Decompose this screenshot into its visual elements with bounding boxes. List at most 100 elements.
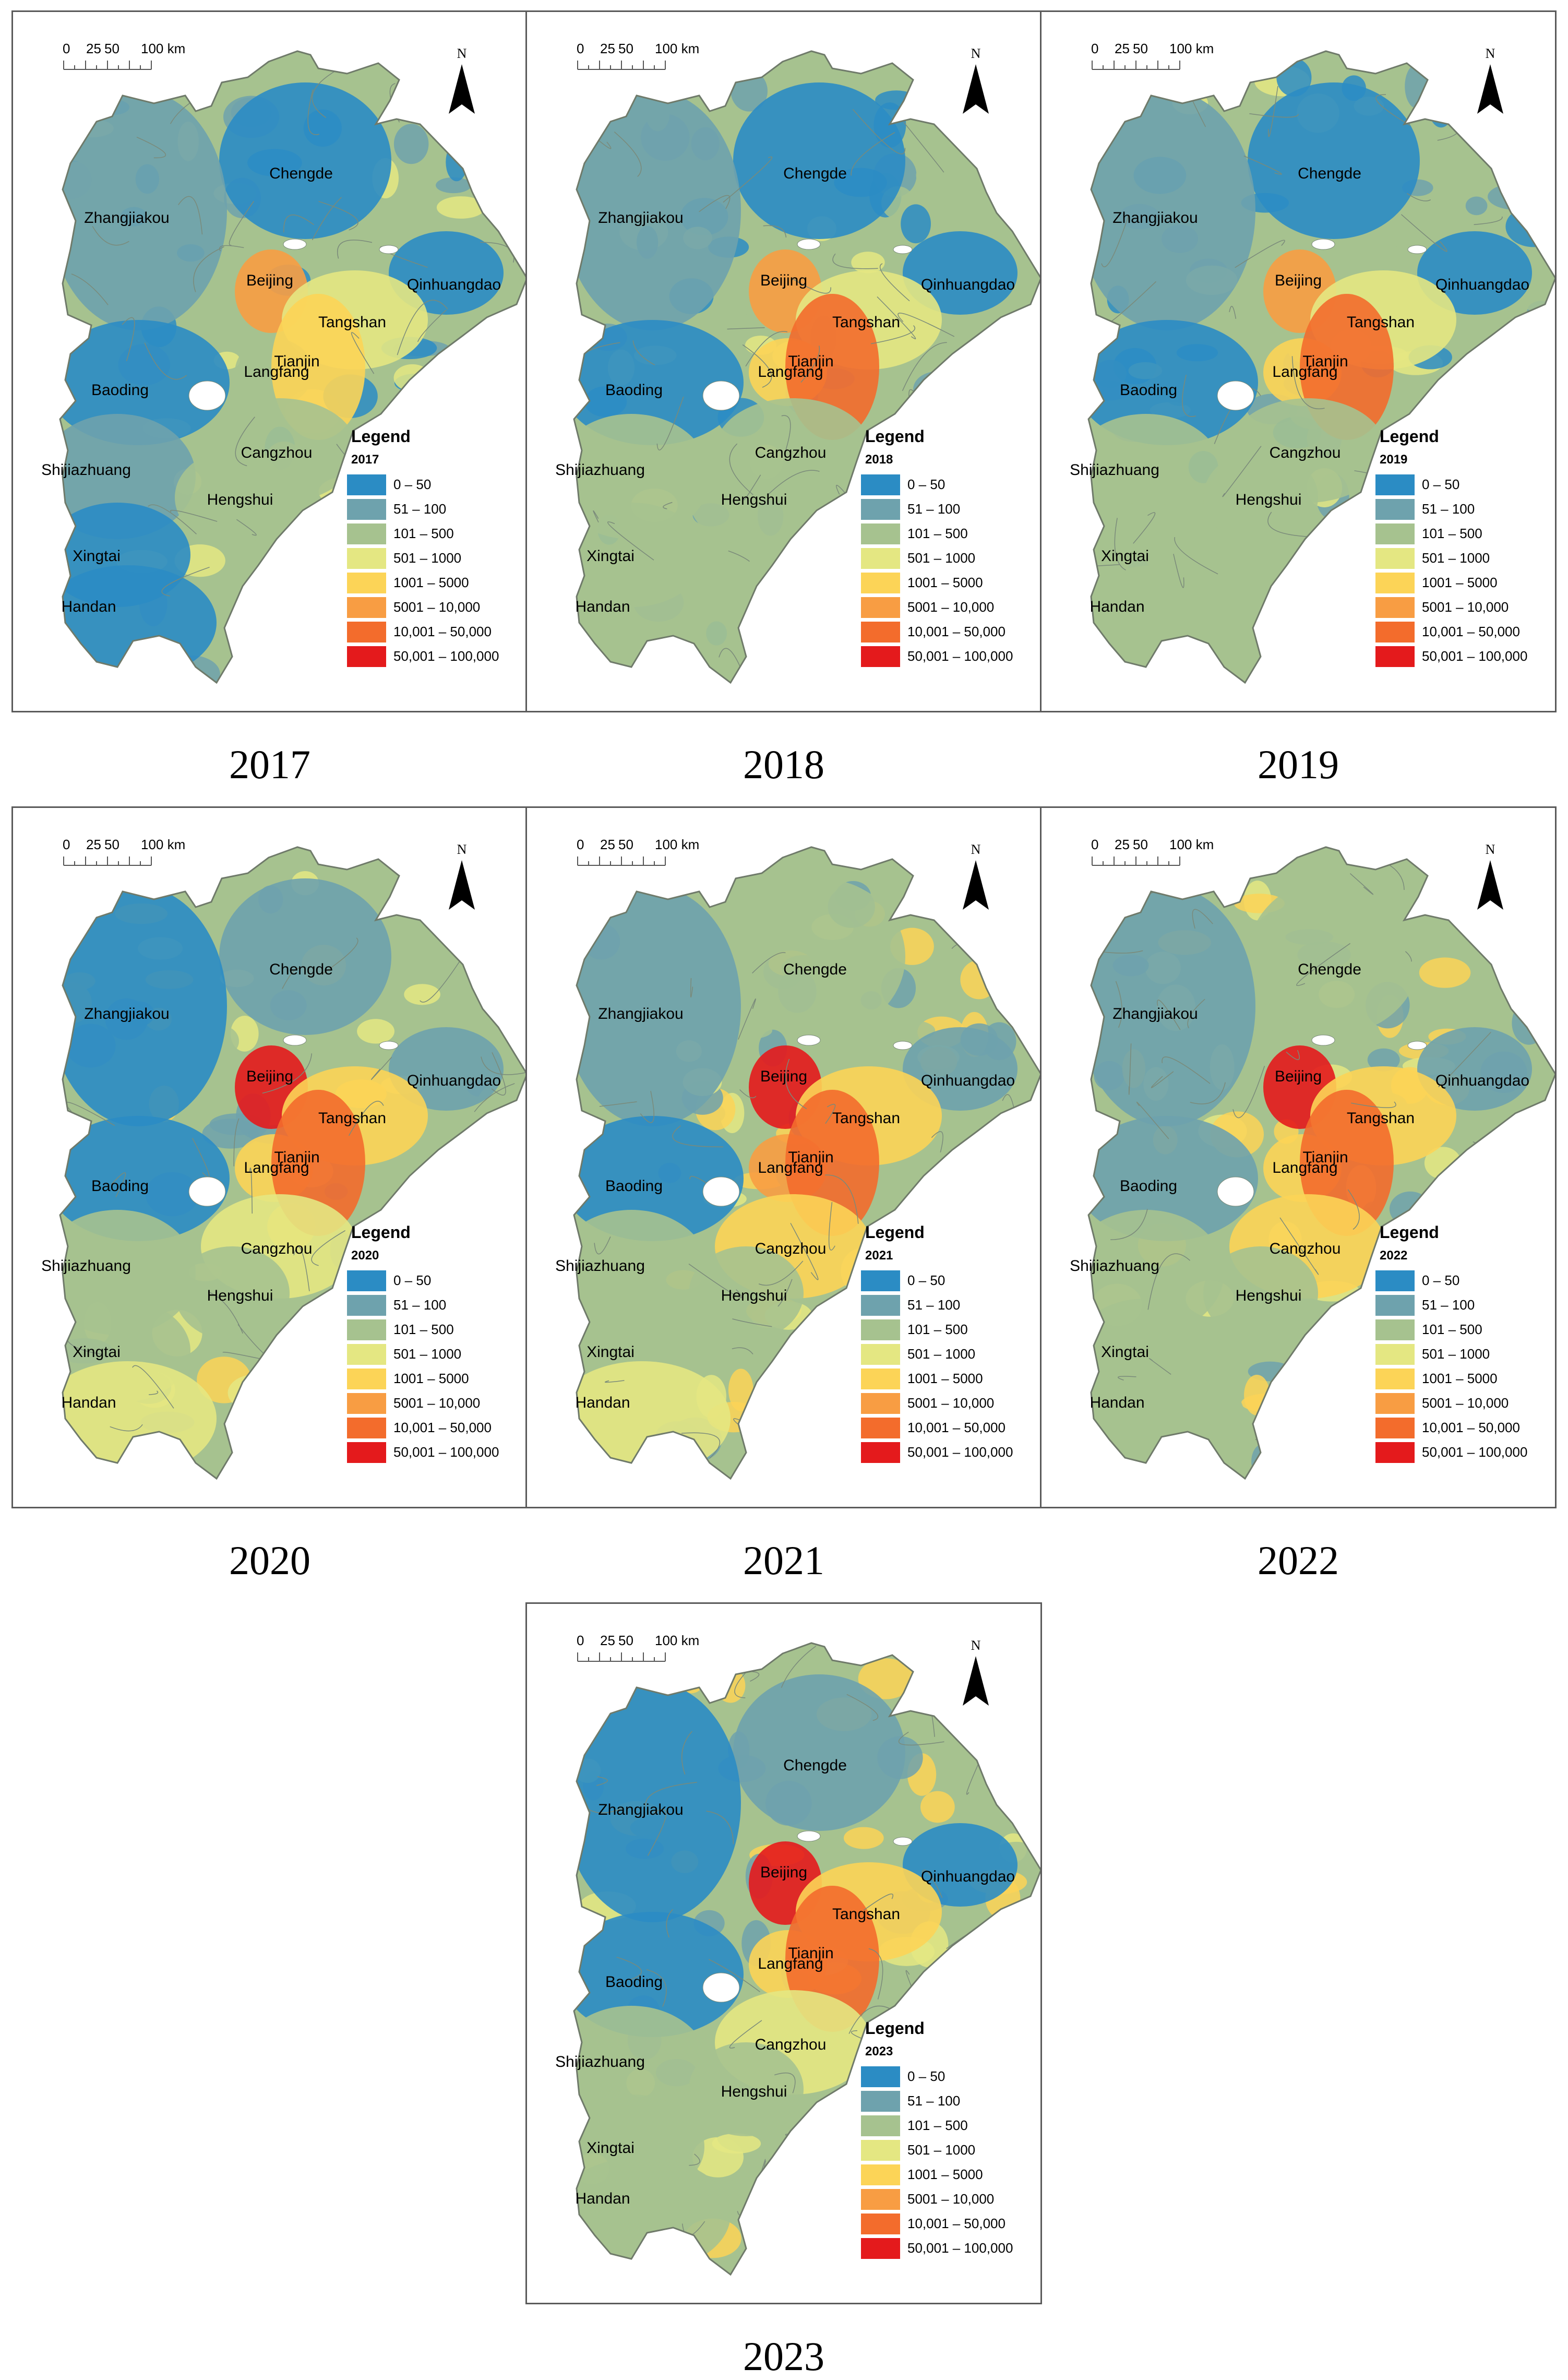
legend-entry: 5001 – 10,000: [1375, 1391, 1553, 1415]
legend-entry: 10,001 – 50,000: [861, 2211, 1038, 2236]
county-boundary: [825, 1104, 836, 1124]
county-boundary: [71, 273, 109, 305]
city-label-shijiazhuang: Shijiazhuang: [1070, 1257, 1159, 1275]
county-boundary: [846, 1694, 879, 1721]
county-shape: [960, 960, 998, 999]
legend-label: 50,001 – 100,000: [907, 2240, 1013, 2256]
county-shape: [851, 252, 885, 273]
city-label-zhangjiakou: Zhangjiakou: [598, 209, 684, 227]
legend-entry: 5001 – 10,000: [347, 1391, 524, 1415]
county-boundary: [1133, 512, 1156, 544]
north-label: N: [1485, 46, 1495, 61]
scale-label: 100 km: [1169, 837, 1214, 852]
legend-label: 51 – 100: [1422, 501, 1475, 517]
county-boundary: [1279, 1217, 1319, 1275]
county-shape: [728, 1368, 753, 1411]
scale-bar-graphic: [577, 856, 666, 866]
county-boundary: [476, 173, 522, 204]
region-outline: [1087, 846, 1555, 1480]
legend-entry: 501 – 1000: [1375, 1342, 1553, 1366]
legend-entry: 501 – 1000: [347, 546, 524, 570]
city-region-zhangjiakou: [574, 886, 741, 1126]
scale-bar: 0 25 50 100 km: [577, 1633, 723, 1674]
legend-label: 51 – 100: [907, 2093, 961, 2109]
county-boundary: [596, 1776, 608, 1786]
county-shape: [858, 1658, 914, 1699]
city-region-shijiazhuang: [574, 1210, 710, 1335]
scale-bar-graphic: [63, 61, 152, 70]
legend-entry: 501 – 1000: [861, 1342, 1038, 1366]
county-boundary: [122, 317, 135, 362]
county-shape: [447, 1180, 486, 1201]
legend-swatch: [861, 572, 900, 593]
water-body: [1217, 1176, 1254, 1207]
map-panel-2021: 0 25 50 100 km N Chengde Zhangjiakou Beijing Qin…: [525, 806, 1042, 1508]
county-boundary: [763, 225, 787, 238]
legend-swatch: [861, 2139, 900, 2161]
legend-label: 10,001 – 50,000: [907, 1420, 1006, 1435]
water-body: [797, 1830, 821, 1842]
city-label-shijiazhuang: Shijiazhuang: [555, 461, 645, 479]
county-boundary: [732, 1347, 753, 1355]
legend-entry: 50,001 – 100,000: [347, 1440, 524, 1465]
city-label-xingtai: Xingtai: [586, 2139, 635, 2157]
legend-entry: 501 – 1000: [1375, 546, 1553, 570]
county-boundary: [727, 327, 765, 330]
county-shape: [887, 1020, 936, 1041]
choropleth-map: [573, 1642, 1040, 2276]
county-boundary: [420, 955, 464, 1003]
county-boundary: [732, 1646, 761, 1662]
city-label-handan: Handan: [575, 2190, 630, 2207]
legend-label: 10,001 – 50,000: [393, 1420, 492, 1435]
legend-swatch: [861, 498, 900, 520]
legend-entry: 51 – 100: [861, 2089, 1038, 2113]
county-boundary: [283, 215, 314, 233]
scale-label: 25: [1115, 837, 1130, 852]
county-boundary: [1347, 1189, 1360, 1230]
year-caption: 2023: [743, 2334, 824, 2379]
city-label-handan: Handan: [575, 598, 630, 615]
north-arrow-icon: [963, 860, 989, 910]
legend-year: 2019: [1380, 453, 1408, 467]
county-shape: [228, 1374, 285, 1412]
county-boundary: [1128, 1043, 1132, 1095]
legend-swatch: [861, 1319, 900, 1340]
city-region-zhangjiakou: [1088, 90, 1255, 330]
county-boundary: [1249, 113, 1299, 118]
legend-swatch: [861, 1417, 900, 1438]
county-shape: [436, 196, 486, 219]
city-label-baoding: Baoding: [91, 382, 149, 399]
county-boundary: [193, 246, 224, 292]
city-region-shijiazhuang: [1088, 414, 1224, 539]
county-boundary: [640, 1091, 654, 1123]
legend-swatch: [1375, 1294, 1415, 1316]
legend-title: Legend: [865, 427, 925, 446]
choropleth-map: [1087, 846, 1555, 1480]
county-boundary: [293, 1246, 310, 1291]
county-shape: [676, 2255, 732, 2272]
legend-entry: 501 – 1000: [861, 2138, 1038, 2162]
legend-swatch: [347, 1442, 386, 1463]
city-label-cangzhou: Cangzhou: [241, 444, 313, 461]
legend-label: 50,001 – 100,000: [393, 1444, 499, 1460]
legend-entry: 101 – 500: [1375, 1317, 1553, 1342]
city-label-chengde: Chengde: [783, 1757, 847, 1774]
city-label-tangshan: Tangshan: [832, 1110, 901, 1127]
county-boundary: [1232, 1066, 1265, 1118]
legend-label: 501 – 1000: [393, 1346, 462, 1362]
legend-label: 51 – 100: [393, 1297, 447, 1313]
legend-year: 2021: [865, 1248, 893, 1263]
city-label-cangzhou: Cangzhou: [241, 1240, 313, 1257]
legend-entry: 101 – 500: [861, 2113, 1038, 2138]
county-boundary: [307, 89, 320, 135]
city-region-chengde: [219, 82, 391, 239]
county-boundary: [474, 1083, 515, 1112]
city-label-baoding: Baoding: [605, 1177, 663, 1195]
city-label-tianjin: Tianjin: [788, 1945, 834, 1962]
legend-label: 501 – 1000: [1422, 550, 1490, 566]
legend-swatch: [1375, 1442, 1415, 1463]
county-boundary: [656, 396, 684, 450]
city-label-baoding: Baoding: [1119, 382, 1178, 399]
year-caption: 2019: [1258, 742, 1339, 787]
county-boundary: [1507, 1144, 1528, 1177]
